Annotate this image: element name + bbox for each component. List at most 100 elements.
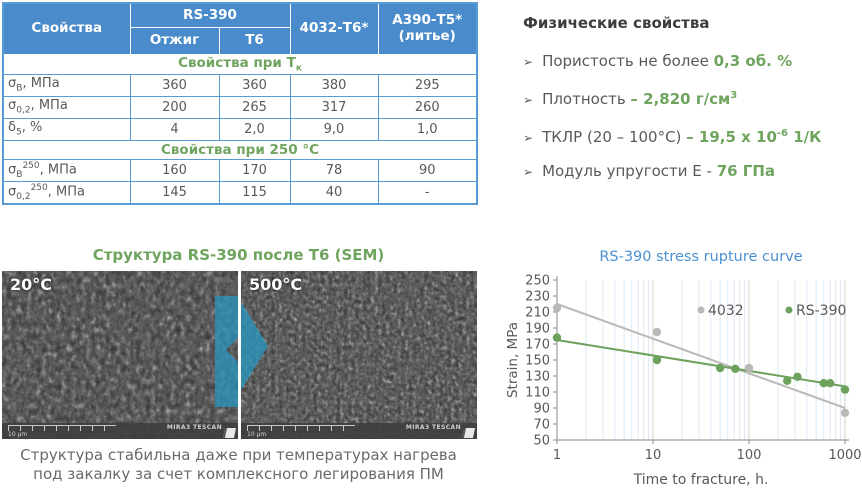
property-value: 360 — [129, 73, 220, 97]
property-value: 90 — [377, 158, 478, 182]
highlighted-value: 1/К — [788, 128, 822, 146]
sem-micrograph-texture — [2, 271, 238, 439]
property-value: 2,0 — [218, 117, 291, 141]
table-section-title: Свойства при Тк — [2, 54, 478, 75]
svg-text:RS-390: RS-390 — [796, 303, 846, 319]
properties-table: Свойства RS-390 4032-Т6* А390-Т5* (литье… — [2, 2, 478, 205]
svg-text:50: 50 — [533, 434, 550, 449]
structure-caption-line2: под закалку за счет комплексного легиров… — [33, 465, 444, 483]
sem-info-bar: 10 μm MIRA3 TESCAN — [241, 423, 477, 439]
bullet-arrow-icon: ➢ — [523, 131, 534, 145]
property-value: 160 — [129, 158, 220, 182]
table-header-a390-line1: А390-Т5* — [392, 12, 463, 29]
sem-watermark: MIRA3 TESCAN — [166, 424, 222, 431]
tescan-logo-icon — [461, 428, 476, 438]
svg-text:250: 250 — [525, 274, 550, 289]
property-value: 260 — [377, 95, 478, 119]
property-value: 9,0 — [289, 117, 379, 141]
physical-property-item: ➢ Модуль упругости Е - 76 ГПа — [523, 162, 776, 180]
svg-text:1000: 1000 — [828, 448, 861, 463]
property-value: 40 — [289, 180, 379, 205]
sem-watermark: MIRA3 TESCAN — [405, 424, 461, 431]
svg-text:10: 10 — [645, 448, 662, 463]
svg-text:130: 130 — [525, 370, 550, 385]
svg-text:70: 70 — [533, 418, 550, 433]
table-header-a390: А390-Т5* (литье) — [377, 2, 478, 55]
svg-text:100: 100 — [737, 448, 762, 463]
property-value: 360 — [218, 73, 291, 97]
property-value: 115 — [218, 180, 291, 205]
property-value: 78 — [289, 158, 379, 182]
property-label: σВ250, МПа — [2, 158, 131, 182]
svg-text:150: 150 — [525, 354, 550, 369]
table-section-row: Свойства при 250 °С — [2, 139, 478, 160]
highlighted-value: 76 ГПа — [716, 162, 776, 180]
physical-properties-panel: Физические свойства ➢ Пористость не более… — [523, 14, 853, 196]
property-label: σ0,2, МПа — [2, 95, 131, 119]
sem-scale-ruler — [247, 425, 355, 431]
svg-text:230: 230 — [525, 290, 550, 305]
physical-properties-list: ➢ Пористость не более 0,3 об. % ➢ Плотность… — [523, 52, 853, 182]
svg-text:170: 170 — [525, 338, 550, 353]
svg-text:90: 90 — [533, 402, 550, 417]
property-value: 317 — [289, 95, 379, 119]
table-subheader-t6: Т6 — [218, 27, 291, 55]
svg-text:110: 110 — [525, 386, 550, 401]
highlighted-value: – 2,820 г/см — [630, 90, 731, 108]
structure-caption-line1: Структура стабильна даже при температура… — [20, 446, 457, 464]
property-value: 170 — [218, 158, 291, 182]
property-value: 4 — [129, 117, 220, 141]
table-section-row: Свойства при Тк — [2, 54, 478, 75]
sem-scale-label: 10 μm — [247, 431, 267, 438]
table-row: σ0,2250, МПа 145 115 40- — [2, 180, 478, 205]
table-header-4032: 4032-Т6* — [289, 2, 379, 55]
physical-property-item: ➢ Плотность – 2,820 г/см3 — [523, 90, 738, 108]
stress-rupture-chart: 50 70 90 110 130 150 170 190 210 230 250 1 10 100 1000… — [505, 245, 862, 498]
table-corner-header: Свойства — [2, 2, 131, 55]
svg-text:1: 1 — [553, 448, 561, 463]
property-value: 145 — [129, 180, 220, 205]
property-label: σ0,2250, МПа — [2, 180, 131, 205]
table-header-a390-line2: (литье) — [398, 28, 456, 44]
property-value: - — [377, 180, 478, 205]
tescan-logo-icon — [222, 428, 237, 438]
table-row: σВ, МПа 360 360 380 295 — [2, 73, 478, 97]
property-value: 265 — [218, 95, 291, 119]
physical-properties-heading: Физические свойства — [523, 14, 710, 32]
svg-text:Time to fracture, h.: Time to fracture, h. — [633, 472, 769, 488]
bullet-arrow-icon: ➢ — [523, 93, 534, 107]
highlighted-value: – 19,5 x 10 — [686, 128, 777, 146]
sem-temperature-label: 500°С — [249, 275, 303, 294]
sem-micrograph-texture — [241, 271, 477, 439]
transition-arrow-icon — [215, 296, 268, 407]
sem-image-500c: 500°С 10 μm MIRA3 TESCAN — [241, 271, 477, 439]
table-row: δ5, % 4 2,0 9,0 1,0 — [2, 117, 478, 141]
physical-property-item: ➢ Пористость не более 0,3 об. % — [523, 52, 793, 70]
physical-property-item: ➢ ТКЛР (20 – 100°С) – 19,5 x 10-6 1/К — [523, 128, 822, 146]
sem-scale-label: 10 μm — [8, 431, 28, 438]
property-label: σВ, МПа — [2, 73, 131, 97]
svg-text:190: 190 — [525, 322, 550, 337]
sem-temperature-label: 20°С — [10, 275, 53, 294]
sem-image-20c: 20°С 10 μm MIRA3 TESCAN — [2, 271, 238, 439]
table-row: σВ250, МПа 160 170 78 90 — [2, 158, 478, 182]
highlighted-value: 0,3 об. % — [713, 52, 793, 70]
sem-scale-ruler — [8, 425, 116, 431]
table-subheader-otzhig: Отжиг — [129, 27, 220, 55]
structure-section-title: Структура RS-390 после Т6 (SEM) — [92, 246, 385, 264]
svg-text:4032: 4032 — [708, 303, 744, 319]
property-value: 1,0 — [377, 117, 478, 141]
svg-text:210: 210 — [525, 306, 550, 321]
structure-caption: Структура стабильна даже при температура… — [0, 446, 477, 484]
property-value: 200 — [129, 95, 220, 119]
bullet-arrow-icon: ➢ — [523, 165, 534, 179]
sem-info-bar: 10 μm MIRA3 TESCAN — [2, 423, 238, 439]
property-value: 380 — [289, 73, 379, 97]
property-value: 295 — [377, 73, 478, 97]
property-label: δ5, % — [2, 117, 131, 141]
table-row: σ0,2, МПа 200 265 317 260 — [2, 95, 478, 119]
svg-text:RS-390 stress rupture curve: RS-390 stress rupture curve — [599, 249, 802, 265]
svg-text:Strain, MPa: Strain, MPa — [505, 322, 521, 398]
